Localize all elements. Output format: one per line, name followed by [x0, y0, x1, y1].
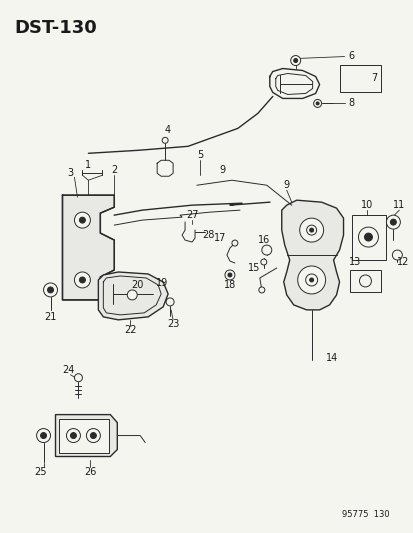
Text: 18: 18 [223, 280, 235, 290]
Text: 95775  130: 95775 130 [341, 510, 389, 519]
Circle shape [36, 429, 50, 442]
Text: 20: 20 [131, 280, 143, 290]
Circle shape [231, 240, 237, 246]
Circle shape [162, 138, 168, 143]
Circle shape [306, 225, 316, 235]
Bar [351, 215, 385, 260]
Polygon shape [281, 200, 343, 310]
Circle shape [86, 429, 100, 442]
Circle shape [261, 245, 271, 255]
Circle shape [90, 433, 96, 439]
Bar [59, 418, 109, 453]
Text: 4: 4 [164, 125, 170, 135]
Polygon shape [62, 195, 114, 300]
Circle shape [166, 298, 174, 306]
Circle shape [74, 374, 82, 382]
Circle shape [70, 433, 76, 439]
Text: 13: 13 [349, 257, 361, 267]
Text: 27: 27 [185, 210, 198, 220]
Text: 8: 8 [348, 99, 354, 108]
Text: DST-130: DST-130 [14, 19, 97, 37]
Text: 6: 6 [348, 51, 354, 61]
Text: 17: 17 [213, 233, 225, 243]
Circle shape [313, 100, 321, 108]
Circle shape [389, 219, 395, 225]
Circle shape [47, 287, 53, 293]
Circle shape [297, 266, 325, 294]
Circle shape [385, 215, 399, 229]
Text: 2: 2 [111, 165, 117, 175]
Circle shape [358, 227, 377, 247]
Text: 26: 26 [84, 467, 96, 478]
Circle shape [392, 250, 401, 260]
Circle shape [258, 287, 264, 293]
Text: 7: 7 [370, 74, 377, 84]
Circle shape [79, 217, 85, 223]
Circle shape [224, 270, 234, 280]
Text: 12: 12 [396, 257, 408, 267]
Circle shape [260, 259, 266, 265]
Circle shape [316, 102, 318, 105]
Circle shape [305, 274, 317, 286]
Text: 21: 21 [44, 312, 57, 322]
Text: 1: 1 [85, 160, 91, 170]
Text: 11: 11 [392, 200, 404, 210]
Bar [339, 64, 380, 92]
Circle shape [66, 429, 80, 442]
Text: 5: 5 [197, 150, 203, 160]
Circle shape [290, 55, 300, 66]
Circle shape [228, 273, 231, 277]
Circle shape [43, 283, 57, 297]
Text: 22: 22 [124, 325, 136, 335]
Bar [349, 270, 380, 292]
Polygon shape [98, 272, 168, 320]
Circle shape [363, 233, 372, 241]
Text: 9: 9 [218, 165, 225, 175]
Text: 16: 16 [257, 235, 269, 245]
Text: 28: 28 [201, 230, 214, 240]
Circle shape [127, 290, 137, 300]
Text: 14: 14 [325, 353, 337, 363]
Circle shape [358, 275, 370, 287]
Text: 19: 19 [156, 278, 168, 288]
Circle shape [40, 433, 46, 439]
Text: 15: 15 [247, 263, 259, 273]
Text: 24: 24 [62, 365, 74, 375]
Polygon shape [55, 415, 117, 456]
Circle shape [74, 212, 90, 228]
Circle shape [299, 218, 323, 242]
Text: 9: 9 [283, 180, 289, 190]
Circle shape [309, 228, 313, 232]
Circle shape [293, 59, 297, 62]
Circle shape [309, 278, 313, 282]
Circle shape [79, 277, 85, 283]
Text: 23: 23 [166, 319, 179, 329]
Text: 3: 3 [67, 168, 74, 178]
Text: 25: 25 [34, 467, 47, 478]
Circle shape [74, 272, 90, 288]
Text: 10: 10 [361, 200, 373, 210]
